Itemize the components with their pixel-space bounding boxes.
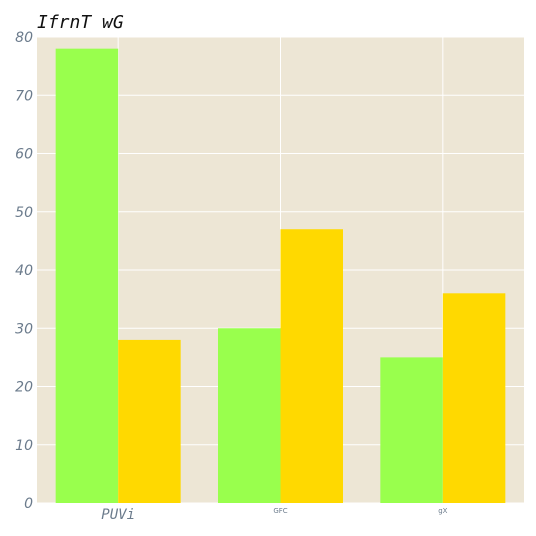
y-tick-label: 50 [15,205,33,221]
y-tick-label: 0 [24,496,33,512]
x-tick-label: GFC [273,507,287,515]
bar [280,229,343,503]
bar [118,339,181,503]
x-tick-label: gX [438,507,447,515]
y-tick-label: 70 [15,88,33,104]
plot-area: 0 10 20 30 40 50 60 70 80 PUVi GFC gX [15,30,524,523]
bar [442,293,506,503]
bar [218,328,281,503]
y-tick-label: 40 [15,263,33,279]
bar [380,357,443,503]
bar [55,48,119,504]
chart-title: IfrnT wG [37,12,124,33]
x-tick-label: PUVi [101,507,135,523]
y-tick-label: 20 [15,380,33,396]
y-tick-label: 10 [15,438,33,454]
y-tick-label: 80 [15,30,33,46]
y-tick-label: 30 [15,321,33,337]
y-tick-label: 60 [15,147,33,163]
